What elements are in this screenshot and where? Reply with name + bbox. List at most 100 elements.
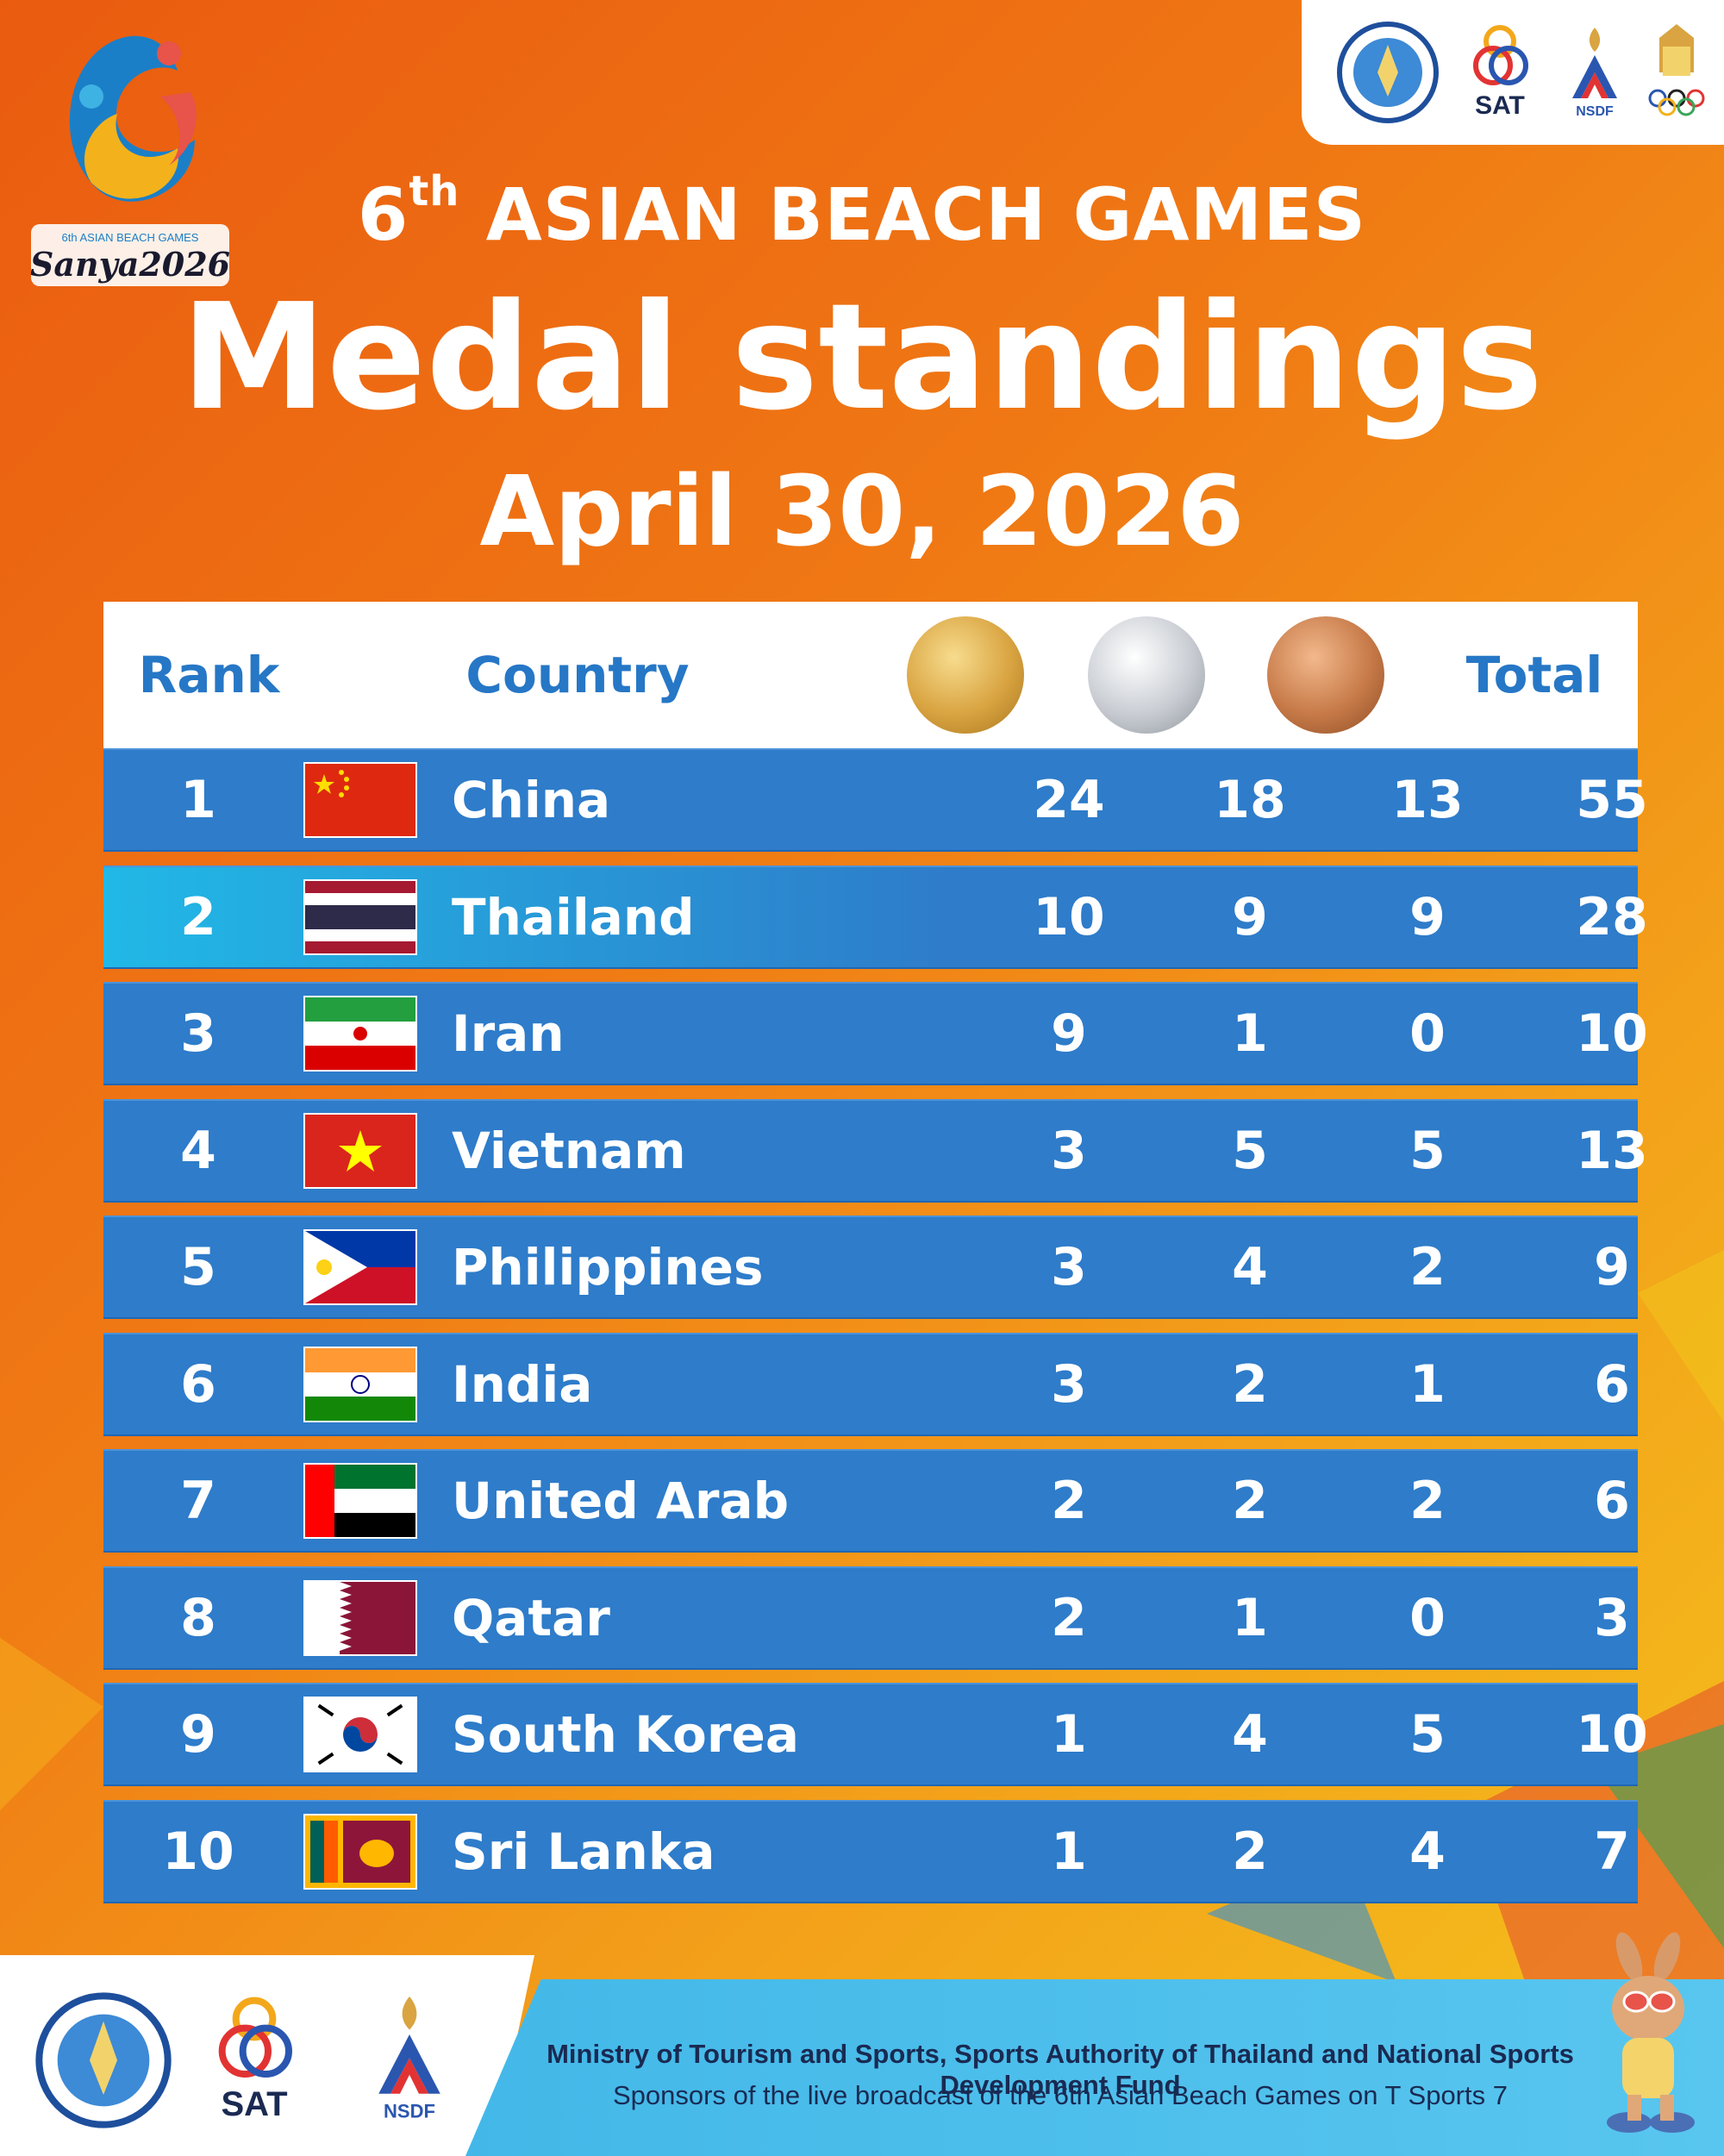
country-cell: Thailand [452, 887, 695, 947]
sri-lanka-flag-icon [303, 1813, 417, 1890]
gold-count: 1 [1051, 1821, 1087, 1882]
total-header: Total [1465, 646, 1603, 704]
rank-cell: 8 [180, 1587, 216, 1648]
title-number: 6 [357, 172, 409, 257]
rank-cell: 2 [180, 886, 216, 947]
table-row: 3 Iran 9 1 0 10 [103, 982, 1648, 1085]
nsdf-label: NSDF [384, 2100, 435, 2122]
country-cell: China [452, 771, 611, 829]
table-row: 6 India 3 2 1 6 [103, 1332, 1638, 1436]
rank-cell: 9 [180, 1704, 216, 1765]
rank-cell: 6 [180, 1353, 216, 1415]
total-count: 7 [1594, 1821, 1630, 1882]
total-count: 10 [1576, 1003, 1648, 1064]
silver-medal-icon [1088, 616, 1205, 734]
logo-subtext: 6th ASIAN BEACH GAMES [62, 231, 199, 244]
bronze-count: 9 [1409, 886, 1446, 947]
table-row: 2 Thailand 10 9 9 28 [103, 865, 1648, 969]
sat-logo-icon: SAT [1473, 25, 1528, 120]
iran-flag-icon [303, 996, 417, 1072]
rank-cell: 1 [180, 770, 216, 830]
ministry-seal-icon [1337, 22, 1439, 123]
rank-cell: 10 [162, 1821, 234, 1882]
olympic-committee-thailand-icon [1648, 24, 1705, 116]
nsdf-logo-icon: NSDF [1572, 28, 1617, 119]
table-row: 1 China 24 18 13 55 [103, 748, 1648, 852]
vietnam-flag-icon [303, 1112, 417, 1189]
gold-medal-icon [907, 616, 1024, 734]
partner-logos-box: SAT NSDF [1302, 0, 1724, 145]
silver-count: 2 [1232, 1821, 1268, 1882]
country-cell: Philippines [452, 1238, 764, 1297]
table-row: 10 Sri Lanka 1 2 4 7 [103, 1799, 1638, 1903]
nsdf-label: NSDF [1576, 104, 1614, 119]
silver-count: 2 [1232, 1471, 1268, 1531]
table-row: 4 Vietnam 3 5 5 13 [103, 1098, 1648, 1203]
sat-label: SAT [1475, 91, 1525, 120]
rank-cell: 5 [180, 1237, 216, 1297]
gold-count: 24 [1033, 770, 1105, 830]
silver-count: 1 [1232, 1003, 1268, 1064]
footer-line-1: Ministry of Tourism and Sports, Sports A… [547, 2039, 1574, 2100]
page-heading: Medal standings [180, 272, 1544, 443]
total-count: 55 [1576, 770, 1648, 830]
gold-count: 9 [1051, 1003, 1087, 1064]
table-row: 7 United Arab Emirates 2 2 2 6 [103, 1449, 1638, 1630]
rank-cell: 4 [180, 1120, 216, 1181]
rank-header: Rank [138, 646, 280, 704]
gold-count: 3 [1051, 1353, 1087, 1415]
date-heading: April 30, 2026 [479, 456, 1245, 568]
bronze-count: 5 [1409, 1120, 1446, 1181]
total-count: 10 [1576, 1704, 1648, 1765]
bronze-count: 13 [1391, 770, 1464, 830]
uae-flag-icon [303, 1463, 417, 1539]
rank-cell: 7 [180, 1471, 216, 1531]
silver-count: 9 [1232, 886, 1268, 947]
kangaroo-mascot-icon [1607, 1932, 1695, 2133]
china-flag-icon [303, 762, 417, 838]
country-cell: India [452, 1354, 593, 1414]
gold-count: 2 [1051, 1587, 1087, 1648]
bronze-count: 5 [1409, 1704, 1446, 1765]
sanya-2026-logo: 6th ASIAN BEACH GAMES Sanya2026 [30, 19, 230, 286]
logo-text: Sanya2026 [31, 245, 229, 284]
country-cell: United Arab Emirates [452, 1472, 790, 1630]
total-count: 9 [1594, 1237, 1630, 1297]
total-count: 3 [1594, 1587, 1630, 1648]
total-count: 6 [1594, 1471, 1630, 1531]
nsdf-logo-icon: NSDF [378, 1997, 440, 2122]
country-cell: Vietnam [452, 1121, 686, 1180]
gold-count: 3 [1051, 1237, 1087, 1297]
gold-count: 1 [1051, 1704, 1087, 1765]
table-header: Rank Country Total [103, 602, 1638, 748]
rank-cell: 3 [180, 1003, 216, 1064]
ministry-seal-icon [35, 1992, 172, 2128]
bronze-count: 2 [1409, 1471, 1446, 1531]
sat-logo-icon: SAT [218, 1997, 293, 2123]
india-flag-icon [303, 1346, 417, 1422]
silver-count: 4 [1232, 1704, 1268, 1765]
country-cell: Qatar [452, 1588, 610, 1647]
gold-count: 3 [1051, 1120, 1087, 1181]
games-title: 6th ASIAN BEACH GAMES [0, 167, 1724, 257]
total-count: 6 [1594, 1353, 1630, 1415]
gold-count: 10 [1033, 886, 1105, 947]
bronze-count: 2 [1409, 1237, 1446, 1297]
qatar-flag-icon [303, 1579, 417, 1656]
title-rest: ASIAN BEACH GAMES [459, 172, 1367, 257]
country-cell: Iran [452, 1004, 565, 1063]
silver-count: 5 [1232, 1120, 1268, 1181]
silver-count: 1 [1232, 1587, 1268, 1648]
silver-count: 2 [1232, 1353, 1268, 1415]
gold-count: 2 [1051, 1471, 1087, 1531]
table-row: 5 Philippines 3 4 2 9 [103, 1215, 1638, 1319]
thailand-flag-icon [303, 878, 417, 955]
footer-banner [465, 1979, 1724, 2156]
table-row: 9 South Korea 1 4 5 10 [103, 1683, 1648, 1786]
footer-line-2: Sponsors of the live broadcast of the 6t… [613, 2080, 1508, 2110]
bronze-count: 0 [1409, 1587, 1446, 1648]
philippines-flag-icon [303, 1229, 417, 1305]
country-cell: South Korea [452, 1705, 799, 1764]
total-count: 28 [1576, 886, 1648, 947]
bronze-count: 1 [1409, 1353, 1446, 1415]
